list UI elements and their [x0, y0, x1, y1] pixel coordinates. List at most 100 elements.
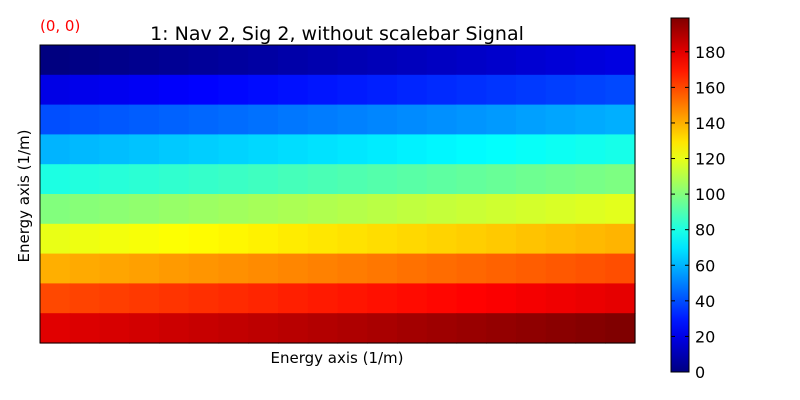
heatmap-cell: [99, 45, 130, 76]
heatmap-cell: [159, 45, 190, 76]
heatmap-cell: [397, 74, 428, 106]
heatmap-cell: [69, 104, 101, 135]
heatmap-cell: [188, 283, 220, 314]
heatmap-cell: [40, 104, 71, 135]
heatmap-cell: [188, 74, 220, 106]
heatmap-cell: [397, 253, 428, 284]
colorbar-tick-label: 0: [695, 363, 705, 382]
heatmap-cell: [159, 164, 190, 195]
heatmap-cell: [367, 74, 398, 106]
heatmap-cell: [159, 283, 190, 314]
heatmap-cell: [337, 194, 368, 225]
heatmap-cell: [545, 253, 577, 284]
heatmap-cell: [248, 104, 279, 135]
heatmap-cell: [337, 253, 368, 284]
heatmap-cell: [456, 164, 487, 195]
heatmap-cell: [575, 253, 606, 284]
colorbar-tick-label: 140: [695, 114, 726, 133]
heatmap-cell: [337, 283, 368, 314]
heatmap-cell: [278, 253, 309, 284]
heatmap-cell: [456, 313, 487, 344]
heatmap-cell: [575, 74, 606, 106]
heatmap-cell: [456, 223, 487, 255]
y-axis-label: Energy axis (1/m): [15, 129, 33, 262]
heatmap-cell: [99, 223, 130, 255]
heatmap-cell: [605, 313, 636, 344]
heatmap-cell: [486, 313, 517, 344]
heatmap-cell: [456, 283, 487, 314]
heatmap-cell: [516, 313, 547, 344]
heatmap-cell: [248, 45, 279, 76]
heatmap-cell: [605, 134, 636, 165]
heatmap-cell: [69, 45, 101, 76]
heatmap-cell: [486, 104, 517, 135]
heatmap-cell: [575, 223, 606, 255]
heatmap-cell: [278, 164, 309, 195]
heatmap-cell: [545, 45, 577, 76]
heatmap-cell: [278, 45, 309, 76]
heatmap-cell: [278, 194, 309, 225]
heatmap-cell: [99, 313, 130, 344]
heatmap-cell: [426, 45, 458, 76]
heatmap-cell: [188, 223, 220, 255]
heatmap-cell: [397, 45, 428, 76]
heatmap-cell: [40, 134, 71, 165]
heatmap-cell: [516, 164, 547, 195]
heatmap-cell: [575, 45, 606, 76]
heatmap-cell: [605, 253, 636, 284]
colorbar-ticks: 0 20 40 60 80 100 120 140 160 180: [671, 43, 726, 382]
heatmap-cell: [486, 223, 517, 255]
heatmap-cell: [129, 74, 160, 106]
heatmap-cell: [218, 104, 249, 135]
heatmap-cell: [307, 194, 339, 225]
heatmap-cell: [516, 45, 547, 76]
colorbar-tick-label: 60: [695, 256, 715, 275]
heatmap-cell: [69, 253, 101, 284]
heatmap-cell: [40, 283, 71, 314]
heatmap-cell: [397, 194, 428, 225]
heatmap-cell: [69, 283, 101, 314]
heatmap-cell: [456, 45, 487, 76]
heatmap-cell: [188, 194, 220, 225]
heatmap-cell: [367, 253, 398, 284]
heatmap-cell: [40, 74, 71, 106]
heatmap-cell: [218, 74, 249, 106]
heatmap-cell: [575, 104, 606, 135]
heatmap-cell: [605, 283, 636, 314]
heatmap-cell: [397, 164, 428, 195]
heatmap-cell: [337, 164, 368, 195]
heatmap-cell: [545, 194, 577, 225]
heatmap-cell: [129, 134, 160, 165]
heatmap-cell: [278, 223, 309, 255]
heatmap-cell: [248, 313, 279, 344]
heatmap-cell: [188, 134, 220, 165]
heatmap-cell: [129, 45, 160, 76]
heatmap-cell: [367, 223, 398, 255]
heatmap-cell: [99, 164, 130, 195]
heatmap-cell: [307, 74, 339, 106]
heatmap-cell: [129, 313, 160, 344]
heatmap-cell: [367, 104, 398, 135]
heatmap-cell: [307, 104, 339, 135]
colorbar-tick-label: 20: [695, 327, 715, 346]
heatmap-cell: [456, 194, 487, 225]
heatmap-cell: [426, 164, 458, 195]
heatmap-cell: [426, 283, 458, 314]
heatmap-cell: [218, 194, 249, 225]
heatmap-cell: [486, 194, 517, 225]
heatmap-cell: [69, 164, 101, 195]
heatmap-cell: [426, 194, 458, 225]
heatmap-cell: [545, 74, 577, 106]
heatmap-cell: [248, 134, 279, 165]
heatmap-cell: [367, 194, 398, 225]
heatmap-cell: [575, 313, 606, 344]
heatmap-cell: [218, 45, 249, 76]
heatmap-cell: [218, 134, 249, 165]
heatmap-cell: [605, 45, 636, 76]
colorbar-tick-label: 80: [695, 221, 715, 240]
heatmap-cell: [278, 74, 309, 106]
heatmap-cell: [397, 223, 428, 255]
heatmap: [40, 45, 636, 344]
heatmap-cell: [605, 74, 636, 106]
heatmap-cell: [486, 45, 517, 76]
